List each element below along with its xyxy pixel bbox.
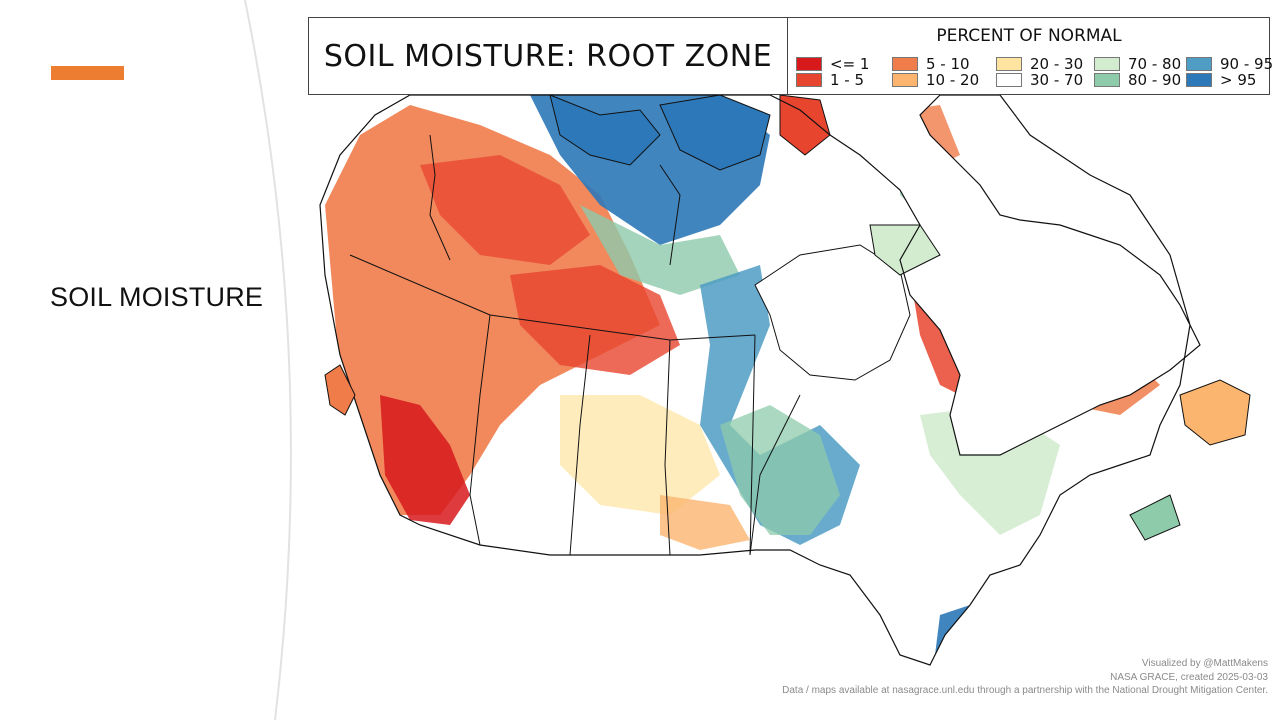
legend-label: 90 - 95 [1220,55,1274,73]
legend-swatch [796,57,822,71]
legend-swatch [796,73,822,87]
legend-label: 5 - 10 [926,55,970,73]
legend-swatch [892,73,918,87]
legend-item: 5 - 10 [892,55,970,73]
slide-side-panel [0,0,330,720]
legend-label: 20 - 30 [1030,55,1084,73]
legend-swatch [1186,73,1212,87]
map-title: SOIL MOISTURE: ROOT ZONE [323,38,773,74]
legend-label: 10 - 20 [926,71,980,89]
legend-item: 70 - 80 [1094,55,1182,73]
nova-scotia [1129,494,1181,541]
credit-line: NASA GRACE, created 2025-03-03 [1110,671,1268,683]
newfoundland [1179,379,1251,446]
legend-label: 80 - 90 [1128,71,1182,89]
credit-line: Data / maps available at nasagrace.unl.e… [782,685,1268,696]
legend-item: <= 1 [796,55,870,73]
region-dry-prairie [510,265,680,375]
legend-item: > 95 [1186,71,1257,89]
region-moderate-prairie [560,395,720,515]
legend-swatch [1186,57,1212,71]
legend-item: 10 - 20 [892,71,980,89]
legend-label: <= 1 [830,55,870,73]
legend-item: 1 - 5 [796,71,865,89]
legend: PERCENT OF NORMAL <= 1 1 - 5 5 - 10 10 -… [788,18,1274,94]
map-header: SOIL MOISTURE: ROOT ZONE PERCENT OF NORM… [308,17,1274,95]
legend-item: 90 - 95 [1186,55,1274,73]
slide-title: SOIL MOISTURE [50,282,264,312]
arctic-island [869,224,941,276]
accent-bar [51,66,124,80]
arctic-island [779,94,831,156]
legend-item: 80 - 90 [1094,71,1182,89]
map-credits: Visualized by @MattMakens NASA GRACE, cr… [782,657,1268,698]
map-canvas [319,94,1251,666]
region-dry-north [420,155,590,265]
region-wet-labrador [1030,255,1090,325]
credit-line: Visualized by @MattMakens [1141,658,1268,669]
arctic-island [549,94,661,166]
legend-label: 70 - 80 [1128,55,1182,73]
legend-swatch [1094,57,1120,71]
region-moist-central [720,405,840,535]
region-moist-arctic [580,205,740,295]
legend-swatch [892,57,918,71]
legend-item: 20 - 30 [996,55,1084,73]
header-divider [787,18,788,94]
legend-swatch [996,73,1022,87]
legend-swatch [996,57,1022,71]
legend-label: 30 - 70 [1030,71,1084,89]
legend-swatch [1094,73,1120,87]
province-borders [349,134,801,556]
legend-item: 30 - 70 [996,71,1084,89]
curved-panel-edge [0,0,292,720]
region-dry-south [660,495,750,550]
soil-moisture-map [300,94,1280,675]
vancouver-island [324,364,356,416]
legend-label: > 95 [1220,71,1257,89]
hudson-bay [754,244,911,381]
legend-title: PERCENT OF NORMAL [936,26,1122,46]
region-very-dry-bc [380,395,470,525]
legend-label: 1 - 5 [830,71,865,89]
country-outline [319,94,1201,666]
